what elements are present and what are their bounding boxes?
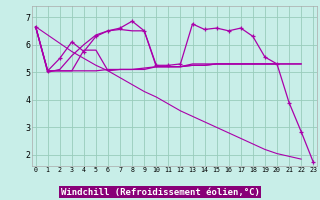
Text: Windchill (Refroidissement éolien,°C): Windchill (Refroidissement éolien,°C) — [60, 188, 260, 196]
